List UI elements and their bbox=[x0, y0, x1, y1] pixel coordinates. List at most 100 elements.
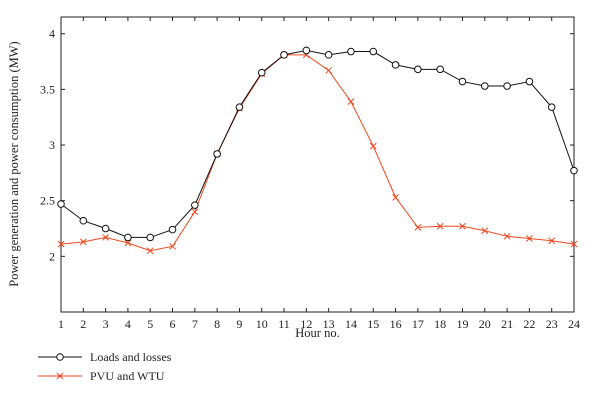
data-point-marker-stroke bbox=[459, 222, 466, 230]
data-point-marker bbox=[169, 242, 176, 250]
legend-label: PVU and WTU bbox=[90, 369, 165, 383]
legend-entry: Loads and losses bbox=[38, 350, 172, 364]
data-point-marker bbox=[146, 233, 155, 242]
legend-label: Loads and losses bbox=[90, 350, 172, 364]
x-tick-label: 18 bbox=[434, 317, 446, 331]
data-point-marker bbox=[325, 67, 333, 74]
data-point-marker-stroke bbox=[392, 193, 399, 201]
y-tick-label: 2.5 bbox=[40, 194, 55, 208]
series-line bbox=[60, 49, 575, 238]
x-tick-label: 21 bbox=[501, 317, 513, 331]
data-point-marker bbox=[213, 150, 221, 158]
x-tick-label: 15 bbox=[367, 317, 379, 331]
x-tick-label: 6 bbox=[170, 317, 176, 331]
plot-area-frame bbox=[60, 16, 575, 313]
data-point-marker bbox=[547, 103, 556, 111]
data-point-marker bbox=[391, 61, 400, 69]
x-tick-label: 10 bbox=[256, 317, 268, 331]
data-point-marker bbox=[191, 208, 199, 216]
data-point-marker bbox=[235, 103, 244, 111]
data-point-marker bbox=[347, 98, 355, 105]
data-point-marker bbox=[525, 77, 534, 86]
data-point-marker bbox=[548, 237, 556, 245]
x-axis-title: Hour no. bbox=[295, 326, 339, 340]
y-tick-label: 4 bbox=[49, 27, 55, 41]
x-tick-label: 14 bbox=[345, 317, 357, 331]
x-tick-label: 17 bbox=[412, 317, 424, 331]
data-point-marker bbox=[124, 233, 132, 242]
data-point-marker-stroke bbox=[146, 247, 154, 255]
data-point-marker-stroke bbox=[79, 238, 87, 246]
data-point-marker-stroke bbox=[548, 237, 556, 245]
data-point-marker bbox=[503, 232, 511, 240]
data-point-marker bbox=[57, 200, 65, 208]
data-point-marker-stroke bbox=[102, 234, 109, 241]
data-point-marker-stroke bbox=[191, 208, 199, 216]
data-point-marker bbox=[79, 216, 88, 225]
x-tick-label: 19 bbox=[456, 317, 468, 331]
series-pvu-and-wtu bbox=[57, 51, 578, 255]
data-point-marker bbox=[191, 201, 199, 209]
data-point-marker bbox=[347, 47, 355, 56]
x-tick-label: 20 bbox=[479, 317, 491, 331]
x-tick-label: 23 bbox=[546, 317, 558, 331]
data-point-marker-stroke bbox=[347, 98, 355, 105]
data-point-marker-stroke bbox=[57, 240, 65, 248]
y-axis-title: Power generation and power consumption (… bbox=[7, 41, 21, 286]
data-point-marker bbox=[302, 46, 311, 55]
data-point-marker-stroke bbox=[526, 235, 533, 242]
y-tick-label: 3.5 bbox=[40, 82, 55, 96]
series-layer bbox=[57, 46, 578, 255]
x-tick-label: 24 bbox=[568, 317, 580, 331]
data-point-marker bbox=[503, 82, 511, 90]
x-tick-label: 11 bbox=[278, 317, 290, 331]
x-tick-label: 5 bbox=[147, 317, 153, 331]
series-loads-and-losses bbox=[57, 46, 578, 242]
x-tick-label: 16 bbox=[390, 317, 402, 331]
x-tick-label: 8 bbox=[214, 317, 220, 331]
y-tick-label: 2 bbox=[49, 249, 55, 263]
legend: Loads and losses PVU and WTU bbox=[38, 350, 172, 383]
x-tick-label: 2 bbox=[80, 317, 86, 331]
data-point-marker bbox=[79, 238, 87, 246]
data-point-marker bbox=[480, 82, 489, 90]
data-point-marker bbox=[280, 51, 288, 59]
data-point-marker-stroke bbox=[169, 242, 176, 250]
data-point-marker bbox=[436, 65, 444, 74]
data-point-marker bbox=[414, 224, 422, 231]
x-tick-label: 22 bbox=[523, 317, 535, 331]
data-point-marker bbox=[570, 166, 578, 175]
data-point-marker-stroke bbox=[570, 240, 578, 248]
data-point-marker bbox=[101, 224, 110, 233]
data-point-marker-stroke bbox=[124, 239, 132, 247]
data-point-marker bbox=[414, 65, 422, 74]
legend-marker-stroke bbox=[56, 372, 64, 380]
data-point-marker bbox=[526, 235, 533, 242]
data-point-marker bbox=[436, 222, 444, 230]
x-tick-label: 1 bbox=[58, 317, 64, 331]
x-tick-label: 3 bbox=[103, 317, 109, 331]
data-point-marker bbox=[324, 51, 333, 59]
data-point-marker-stroke bbox=[325, 67, 333, 74]
data-point-marker bbox=[57, 240, 65, 248]
axis-ticks: 1 2 3 4 5 6 7 8 9 10 11 12 13 14 15 16 17 18 19 20 21 22 23 242… bbox=[40, 17, 580, 331]
data-point-marker-stroke bbox=[436, 222, 444, 230]
data-point-marker bbox=[257, 68, 266, 77]
data-point-marker bbox=[570, 240, 578, 248]
data-point-marker bbox=[458, 77, 467, 86]
legend-marker bbox=[56, 372, 64, 380]
series-line bbox=[60, 54, 575, 252]
legend-marker bbox=[56, 353, 64, 361]
data-point-marker bbox=[369, 142, 377, 150]
data-point-marker-stroke bbox=[481, 227, 489, 235]
x-tick-label: 4 bbox=[125, 317, 131, 331]
data-point-marker bbox=[124, 239, 132, 247]
x-tick-label: 7 bbox=[192, 317, 198, 331]
legend-entry: PVU and WTU bbox=[38, 369, 165, 383]
x-tick-label: 9 bbox=[236, 317, 242, 331]
data-point-marker-stroke bbox=[503, 232, 511, 240]
data-point-marker bbox=[369, 47, 378, 56]
x-tick-label: 12 bbox=[300, 317, 312, 331]
y-tick-label: 3 bbox=[49, 138, 55, 152]
